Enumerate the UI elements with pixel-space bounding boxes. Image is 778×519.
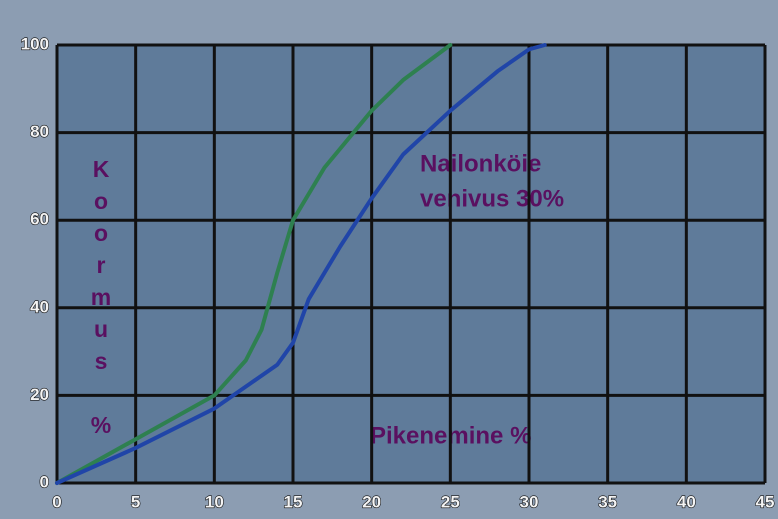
y-tick-label: 60 — [30, 210, 49, 229]
data-line — [55, 43, 547, 485]
x-tick-label: 5 — [131, 492, 140, 511]
y-tick-label: 20 — [30, 385, 49, 404]
annotation: Nailonköie — [420, 150, 541, 177]
y-axis-label: Koormus % — [88, 156, 114, 444]
x-tick-label: 20 — [362, 492, 381, 511]
x-tick-label: 35 — [598, 492, 617, 511]
y-tick-label: 0 — [40, 472, 49, 491]
y-tick-label: 100 — [21, 34, 49, 53]
annotation: venivus 30% — [420, 185, 564, 212]
x-tick-label: 0 — [52, 492, 61, 511]
x-tick-label: 45 — [756, 492, 775, 511]
plot-area — [57, 45, 765, 483]
y-tick-label: 40 — [30, 297, 49, 316]
x-tick-label: 30 — [520, 492, 539, 511]
x-tick-label: 40 — [677, 492, 696, 511]
x-tick-label: 10 — [205, 492, 224, 511]
x-tick-label: 15 — [284, 492, 303, 511]
y-tick-label: 80 — [30, 122, 49, 141]
x-tick-label: 25 — [441, 492, 460, 511]
data-line — [55, 43, 453, 485]
